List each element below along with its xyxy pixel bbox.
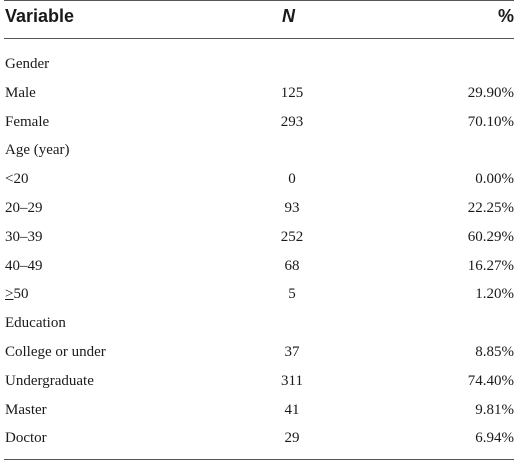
row-n: 293 [280, 113, 304, 130]
row-label: 30–39 [5, 228, 43, 245]
table-row: Undergraduate 311 74.40% [0, 367, 524, 396]
table-row: Female 293 70.10% [0, 108, 524, 137]
table-row: Education [0, 309, 524, 338]
row-label: >50 [5, 280, 28, 309]
row-percent: 8.85% [475, 343, 514, 360]
row-n: 41 [284, 401, 300, 418]
row-n: 311 [281, 372, 303, 389]
column-header-percent: % [497, 6, 514, 26]
row-label: Gender [5, 56, 50, 72]
row-n: 37 [284, 343, 300, 360]
row-label: <20 [5, 171, 29, 188]
table-row: College or under 37 8.85% [0, 338, 524, 367]
greater-equal-sign: > [5, 286, 14, 303]
row-n: 125 [280, 84, 304, 101]
row-percent: 74.40% [467, 372, 514, 389]
row-percent: 0.00% [475, 171, 514, 188]
row-label: Doctor [5, 430, 47, 447]
table-row: Male 125 29.90% [0, 79, 524, 108]
row-n: 0 [288, 171, 296, 188]
row-percent: 6.94% [475, 430, 514, 447]
column-header-variable: Variable [5, 6, 75, 26]
row-percent: 1.20% [475, 286, 514, 303]
row-percent: 16.27% [467, 257, 514, 274]
table-row: 40–49 68 16.27% [0, 252, 524, 281]
table-row: >50 5 1.20% [0, 280, 524, 309]
row-label: Male [5, 84, 36, 101]
row-percent: 22.25% [467, 199, 514, 216]
row-percent: 70.10% [467, 113, 514, 130]
table-top-rule [4, 0, 514, 1]
row-percent: 29.90% [467, 84, 514, 101]
row-n: 252 [280, 228, 304, 245]
table-row: 20–29 93 22.25% [0, 194, 524, 223]
table-row: Age (year) [0, 136, 524, 165]
row-label: Age (year) [5, 142, 70, 159]
table-row: Gender [0, 50, 524, 79]
column-header-n: N [282, 6, 295, 26]
table-row: Master 41 9.81% [0, 396, 524, 425]
table-row: 30–39 252 60.29% [0, 223, 524, 252]
row-label: 20–29 [5, 199, 43, 216]
table-body: Gender Male 125 29.90% Female 293 70.10%… [0, 50, 524, 453]
table-row: <20 0 0.00% [0, 165, 524, 194]
row-label: Female [5, 113, 50, 130]
row-percent: 9.81% [475, 401, 514, 418]
row-label: 40–49 [5, 257, 43, 274]
row-n: 93 [284, 199, 300, 216]
row-label-value: 50 [13, 286, 29, 303]
row-n: 68 [284, 257, 300, 274]
row-label: Master [5, 401, 47, 418]
row-n: 29 [284, 430, 300, 447]
table-row: Doctor 29 6.94% [0, 424, 524, 453]
row-n: 5 [288, 286, 296, 303]
table-bottom-rule [4, 459, 514, 460]
row-label: College or under [5, 343, 106, 360]
row-label: Education [5, 315, 66, 332]
header-divider-rule [4, 38, 514, 39]
row-percent: 60.29% [467, 228, 514, 245]
row-label: Undergraduate [5, 372, 94, 389]
